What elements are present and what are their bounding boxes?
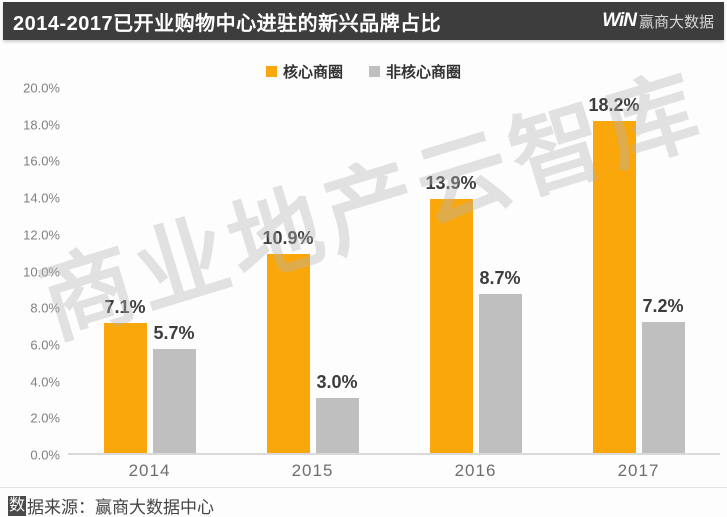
legend-swatch-icon — [369, 66, 380, 77]
bar: 10.9% — [262, 228, 314, 453]
y-tick-label: 16.0% — [23, 153, 60, 169]
legend-item: 非核心商圈 — [369, 61, 461, 82]
footer-divider — [0, 487, 727, 488]
brand-name: 赢商大数据 — [638, 13, 714, 31]
bar-group: 7.1% 5.7% 2014 — [68, 88, 231, 480]
y-tick-label: 8.0% — [30, 300, 60, 316]
plot-area: 7.1% 5.7% 2014 10.9% 3.0% 2015 13.9% 8.7% 2016 18… — [68, 88, 720, 480]
x-axis-label: 2016 — [454, 461, 497, 480]
bar-value-label: 13.9% — [425, 173, 477, 194]
y-tick-label: 2.0% — [30, 410, 60, 426]
y-axis: 0.0% 2.0% 4.0% 6.0% 8.0% 10.0% 12.0% 14.0% 16.0%… — [0, 81, 60, 463]
page-title: 2014-2017已开业购物中心进驻的新兴品牌占比 — [13, 12, 442, 35]
legend-swatch-icon — [265, 66, 277, 77]
y-tick-label: 20.0% — [23, 80, 60, 96]
bar: 7.2% — [641, 296, 685, 453]
data-source-prefix: 数 — [8, 495, 27, 516]
bar-value-label: 10.9% — [262, 228, 314, 249]
bar-group: 18.2% 7.2% 2017 — [557, 88, 720, 480]
bar-group: 13.9% 8.7% 2016 — [394, 88, 557, 480]
bar: 7.1% — [103, 297, 147, 453]
bar-groups: 7.1% 5.7% 2014 10.9% 3.0% 2015 13.9% 8.7% 2016 18… — [68, 88, 720, 480]
win-logo-icon: WiN — [602, 10, 637, 31]
bar: 8.7% — [478, 268, 522, 453]
bar-value-label: 8.7% — [479, 268, 521, 289]
legend: 核心商圈 非核心商圈 — [0, 61, 727, 82]
bar: 5.7% — [152, 323, 196, 453]
y-tick-label: 10.0% — [23, 264, 60, 279]
legend-label: 非核心商圈 — [386, 64, 462, 81]
bar-value-label: 7.2% — [642, 295, 684, 316]
x-axis-label: 2015 — [291, 461, 334, 480]
x-axis-label: 2017 — [617, 461, 660, 480]
x-axis-label: 2014 — [128, 461, 171, 480]
bar-group: 10.9% 3.0% 2015 — [231, 88, 394, 480]
bar-value-label: 5.7% — [153, 322, 195, 343]
bar-value-label: 3.0% — [316, 372, 358, 393]
bar-value-label: 18.2% — [588, 94, 640, 115]
bar-value-label: 7.1% — [104, 297, 146, 318]
legend-label: 核心商圈 — [282, 64, 343, 81]
bar: 18.2% — [588, 95, 640, 453]
legend-item: 核心商圈 — [265, 61, 343, 82]
y-tick-label: 0.0% — [30, 447, 60, 463]
brand-logo: WiN 赢商大数据 — [602, 10, 714, 32]
y-tick-label: 12.0% — [23, 227, 60, 243]
y-tick-label: 6.0% — [30, 337, 60, 353]
y-tick-label: 14.0% — [23, 190, 60, 206]
bar: 13.9% — [425, 173, 477, 453]
data-source-text: 据来源：赢商大数据中心 — [27, 498, 215, 517]
title-bar: 2014-2017已开业购物中心进驻的新兴品牌占比 WiN 赢商大数据 — [3, 2, 724, 40]
y-tick-label: 4.0% — [30, 374, 60, 390]
data-source: 数 据来源：赢商大数据中心 — [8, 493, 214, 517]
y-tick-label: 18.0% — [23, 117, 60, 133]
bar: 3.0% — [315, 372, 359, 453]
